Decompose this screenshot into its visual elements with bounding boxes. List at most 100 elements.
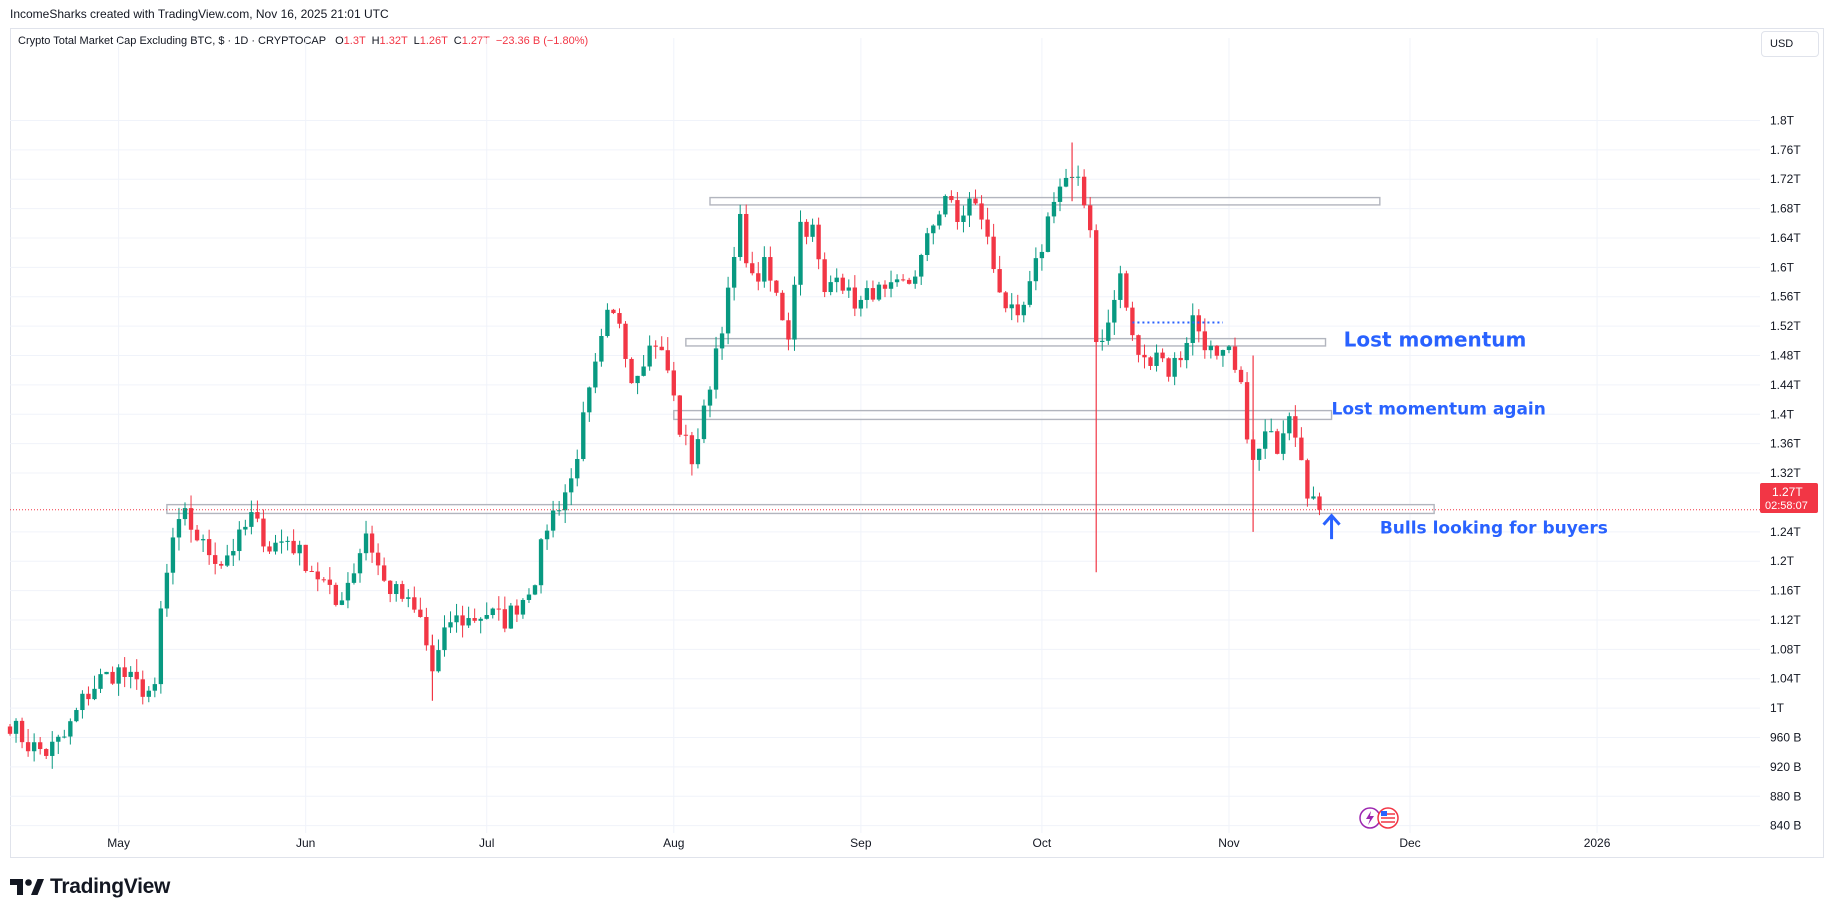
- candle-body: [62, 736, 67, 738]
- candle-body: [816, 224, 821, 260]
- price-tick-label: 1.44T: [1770, 378, 1801, 392]
- news-icons[interactable]: [1359, 807, 1399, 829]
- open-value: 1.3T: [343, 35, 366, 47]
- candle-body: [1088, 205, 1093, 231]
- price-axis[interactable]: 1.8T 1.76T 1.72T 1.68T 1.64T 1.6T 1.56T 1.52T 1.…: [1770, 113, 1801, 832]
- high-value: 1.32T: [379, 35, 408, 47]
- candle-body: [798, 221, 803, 285]
- candle-body: [388, 580, 393, 595]
- candle-body: [840, 277, 845, 291]
- price-tick-label: 1.24T: [1770, 525, 1801, 539]
- time-tick-label: Nov: [1218, 836, 1239, 850]
- candle-body: [285, 540, 290, 542]
- candle-body: [1051, 201, 1057, 217]
- candle-body: [1220, 350, 1226, 356]
- candle-body: [1287, 416, 1292, 434]
- tradingview-logo[interactable]: TradingView: [10, 875, 170, 899]
- low-value: 1.26T: [419, 35, 448, 47]
- time-tick-label: Oct: [1033, 836, 1052, 850]
- candle-body: [623, 323, 628, 359]
- candle-body: [375, 552, 381, 566]
- candle-body: [1039, 251, 1045, 259]
- candle-body: [1033, 258, 1039, 282]
- candle-body: [629, 358, 634, 384]
- chart-frame[interactable]: [10, 28, 1824, 858]
- open-label: O: [335, 35, 344, 47]
- candle-body: [599, 336, 604, 362]
- price-tick-label: 840 B: [1770, 819, 1801, 833]
- candle-body: [231, 551, 236, 556]
- candle-body: [1003, 292, 1008, 309]
- candle-body: [321, 579, 326, 581]
- candle-body: [955, 200, 960, 222]
- candle-body: [25, 742, 31, 752]
- candle-body: [949, 195, 954, 201]
- candle-body: [134, 671, 139, 680]
- price-tick-label: 1.72T: [1770, 172, 1801, 186]
- candle-body: [219, 563, 224, 566]
- candle-body: [309, 571, 314, 573]
- price-tick-label: 1T: [1770, 701, 1785, 715]
- price-tick-label: 1.52T: [1770, 319, 1801, 333]
- candle-body: [436, 650, 441, 672]
- candle-body: [1275, 431, 1280, 454]
- candle-body: [206, 539, 212, 556]
- candle-body: [1154, 352, 1159, 366]
- candle-body: [1136, 335, 1141, 355]
- candle-body: [110, 671, 115, 684]
- time-axis[interactable]: May Jun Jul Aug Sep Oct Nov Dec 2026: [107, 836, 1610, 850]
- candle-body: [1118, 273, 1123, 300]
- candle-body: [1124, 273, 1129, 308]
- price-tick-label: 920 B: [1770, 760, 1801, 774]
- candle-body: [617, 313, 622, 324]
- candle-body: [888, 282, 894, 289]
- candle-body: [695, 439, 701, 465]
- price-tick-label: 1.64T: [1770, 231, 1801, 245]
- candle-body: [1166, 358, 1171, 377]
- candle-body: [1202, 331, 1207, 351]
- candle-body: [906, 279, 912, 284]
- candle-body: [858, 299, 864, 309]
- candle-body: [1081, 176, 1087, 206]
- candle-body: [38, 742, 43, 750]
- currency-button[interactable]: USD: [1761, 31, 1819, 57]
- candle-body: [418, 609, 423, 618]
- candle-body: [750, 263, 755, 274]
- candle-body: [967, 198, 972, 216]
- candle-body: [786, 320, 791, 340]
- candle-body: [1269, 431, 1274, 433]
- candle-body: [44, 749, 49, 756]
- candle-body: [381, 565, 387, 581]
- price-tick-label: 1.16T: [1770, 584, 1801, 598]
- candle-body: [303, 544, 308, 572]
- candle-body: [581, 412, 586, 459]
- candle-body: [351, 573, 357, 583]
- price-chart[interactable]: Lost momentum Lost momentum again Bulls lo…: [0, 0, 1835, 870]
- candle-body: [200, 539, 206, 541]
- top-zone: [709, 196, 1381, 206]
- candle-body: [1208, 345, 1214, 351]
- candle-body: [454, 615, 459, 623]
- candle-body: [1100, 340, 1105, 342]
- candle-body: [50, 741, 55, 756]
- candle-body: [1305, 460, 1310, 499]
- overlays-layer: Lost momentum Lost momentum again Bulls lo…: [10, 321, 1760, 540]
- candle-body: [261, 518, 266, 547]
- candle-body: [315, 571, 320, 580]
- candle-body: [146, 690, 151, 697]
- candle-body: [882, 284, 888, 289]
- candle-body: [508, 605, 514, 629]
- price-tick-label: 960 B: [1770, 731, 1801, 745]
- candle-body: [822, 259, 827, 293]
- candle-body: [412, 597, 417, 610]
- symbol-name[interactable]: Crypto Total Market Cap Excluding BTC, $…: [18, 35, 326, 47]
- time-tick-label: 2026: [1584, 836, 1611, 850]
- candle-body: [979, 203, 984, 220]
- candle-body: [104, 671, 109, 675]
- candle-body: [768, 257, 773, 281]
- candle-body: [255, 512, 260, 519]
- candle-body: [1214, 345, 1220, 356]
- candle-body: [1160, 352, 1165, 359]
- candle-body: [176, 519, 182, 538]
- candle-body: [780, 292, 785, 321]
